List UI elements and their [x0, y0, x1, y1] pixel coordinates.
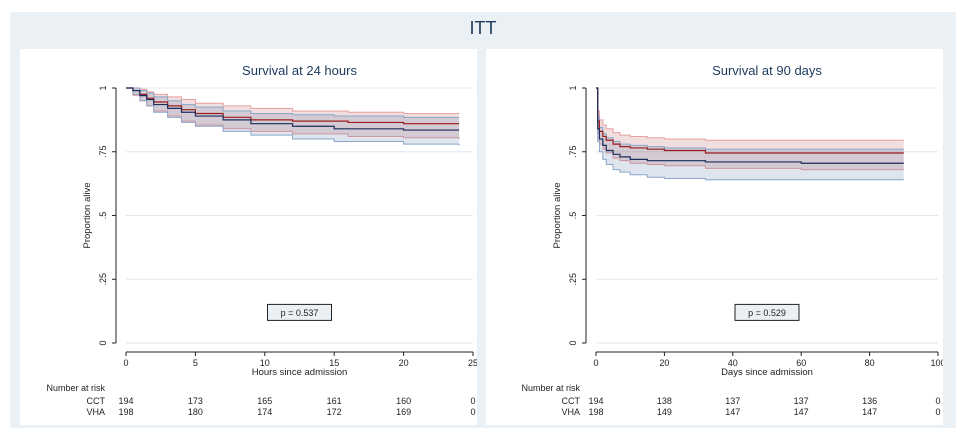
- y-tick-label: 0: [98, 340, 108, 345]
- y-tick-label: 1: [98, 85, 108, 90]
- y-axis-label: Proportion alive: [82, 182, 93, 248]
- risk-count: 198: [118, 407, 133, 417]
- risk-count: 149: [657, 407, 672, 417]
- ci-upper-cct: [126, 87, 460, 114]
- y-tick-label: .25: [568, 273, 578, 286]
- risk-row-label: CCT: [87, 396, 106, 406]
- x-tick-label: 15: [329, 358, 339, 368]
- chart-title: Survival at 90 days: [712, 63, 822, 78]
- risk-count: 198: [588, 407, 603, 417]
- chart-survival-90d: Survival at 90 days 0 .25 .5 .75 1 Proportion …: [521, 63, 943, 417]
- risk-count: 0: [935, 407, 940, 417]
- y-tick-label: .75: [568, 145, 578, 158]
- risk-table-header: Number at risk: [46, 383, 105, 393]
- ci-upper-cct: [596, 87, 904, 141]
- x-tick-label: 40: [728, 358, 738, 368]
- risk-count: 136: [862, 396, 877, 406]
- risk-row-label: CCT: [562, 396, 581, 406]
- y-tick-label: .5: [568, 212, 578, 220]
- risk-count: 174: [257, 407, 272, 417]
- figure-title: ITT: [469, 18, 497, 38]
- ci-lower-vha: [126, 87, 460, 146]
- x-axis-label: Days since admission: [721, 367, 813, 378]
- pvalue-text: p = 0.537: [281, 308, 319, 318]
- risk-count: 172: [327, 407, 342, 417]
- risk-count: 138: [657, 396, 672, 406]
- risk-count: 165: [257, 396, 272, 406]
- panel-90d: Survival at 90 days 0 .25 .5 .75 1 Proportion …: [486, 49, 943, 425]
- x-tick-label: 80: [865, 358, 875, 368]
- risk-row-label: VHA: [86, 407, 105, 417]
- survival-line-vha: [596, 87, 904, 164]
- risk-count: 147: [794, 407, 809, 417]
- risk-count: 147: [862, 407, 877, 417]
- x-tick-label: 5: [193, 358, 198, 368]
- risk-count: 169: [396, 407, 411, 417]
- risk-count: 161: [327, 396, 342, 406]
- x-tick-label: 0: [593, 358, 598, 368]
- chart-title: Survival at 24 hours: [242, 63, 357, 78]
- risk-count: 0: [470, 407, 475, 417]
- x-tick-label: 20: [659, 358, 669, 368]
- x-tick-label: 60: [796, 358, 806, 368]
- x-tick-label: 10: [260, 358, 270, 368]
- risk-count: 194: [118, 396, 133, 406]
- risk-count: 0: [470, 396, 475, 406]
- risk-row-label: VHA: [561, 407, 580, 417]
- risk-count: 194: [588, 396, 603, 406]
- x-axis-label: Hours since admission: [252, 367, 348, 378]
- risk-count: 147: [725, 407, 740, 417]
- x-tick-label: 25: [468, 358, 477, 368]
- y-tick-label: .75: [98, 145, 108, 158]
- ci-band-vha: [126, 88, 460, 146]
- risk-table-header: Number at risk: [521, 383, 580, 393]
- ci-upper-vha: [126, 87, 460, 118]
- pvalue-text: p = 0.529: [748, 308, 786, 318]
- risk-count: 137: [794, 396, 809, 406]
- y-tick-label: .5: [98, 212, 108, 220]
- risk-count: 160: [396, 396, 411, 406]
- x-tick-label: 20: [399, 358, 409, 368]
- risk-count: 180: [188, 407, 203, 417]
- pvalue-box: [267, 303, 332, 321]
- y-tick-label: 0: [568, 340, 578, 345]
- risk-count: 173: [188, 396, 203, 406]
- risk-count: 0: [935, 396, 940, 406]
- x-tick-label: 100: [930, 358, 943, 368]
- survival-line-cct: [596, 87, 904, 154]
- chart-survival-24h: Survival at 24 hours 0 .25 .5 .75 1 Proportion…: [46, 63, 477, 417]
- survival-line-vha: [126, 87, 460, 131]
- x-tick-label: 0: [123, 358, 128, 368]
- panel-24h: Survival at 24 hours 0 .25 .5 .75 1 Proportion…: [20, 49, 477, 425]
- ci-band-vha: [596, 88, 904, 180]
- survival-line-cct: [126, 87, 460, 125]
- y-tick-label: 1: [568, 85, 578, 90]
- risk-count: 137: [725, 396, 740, 406]
- pvalue-box: [734, 303, 800, 321]
- y-axis-label: Proportion alive: [552, 182, 563, 248]
- y-tick-label: .25: [98, 273, 108, 286]
- ci-lower-vha: [596, 87, 904, 181]
